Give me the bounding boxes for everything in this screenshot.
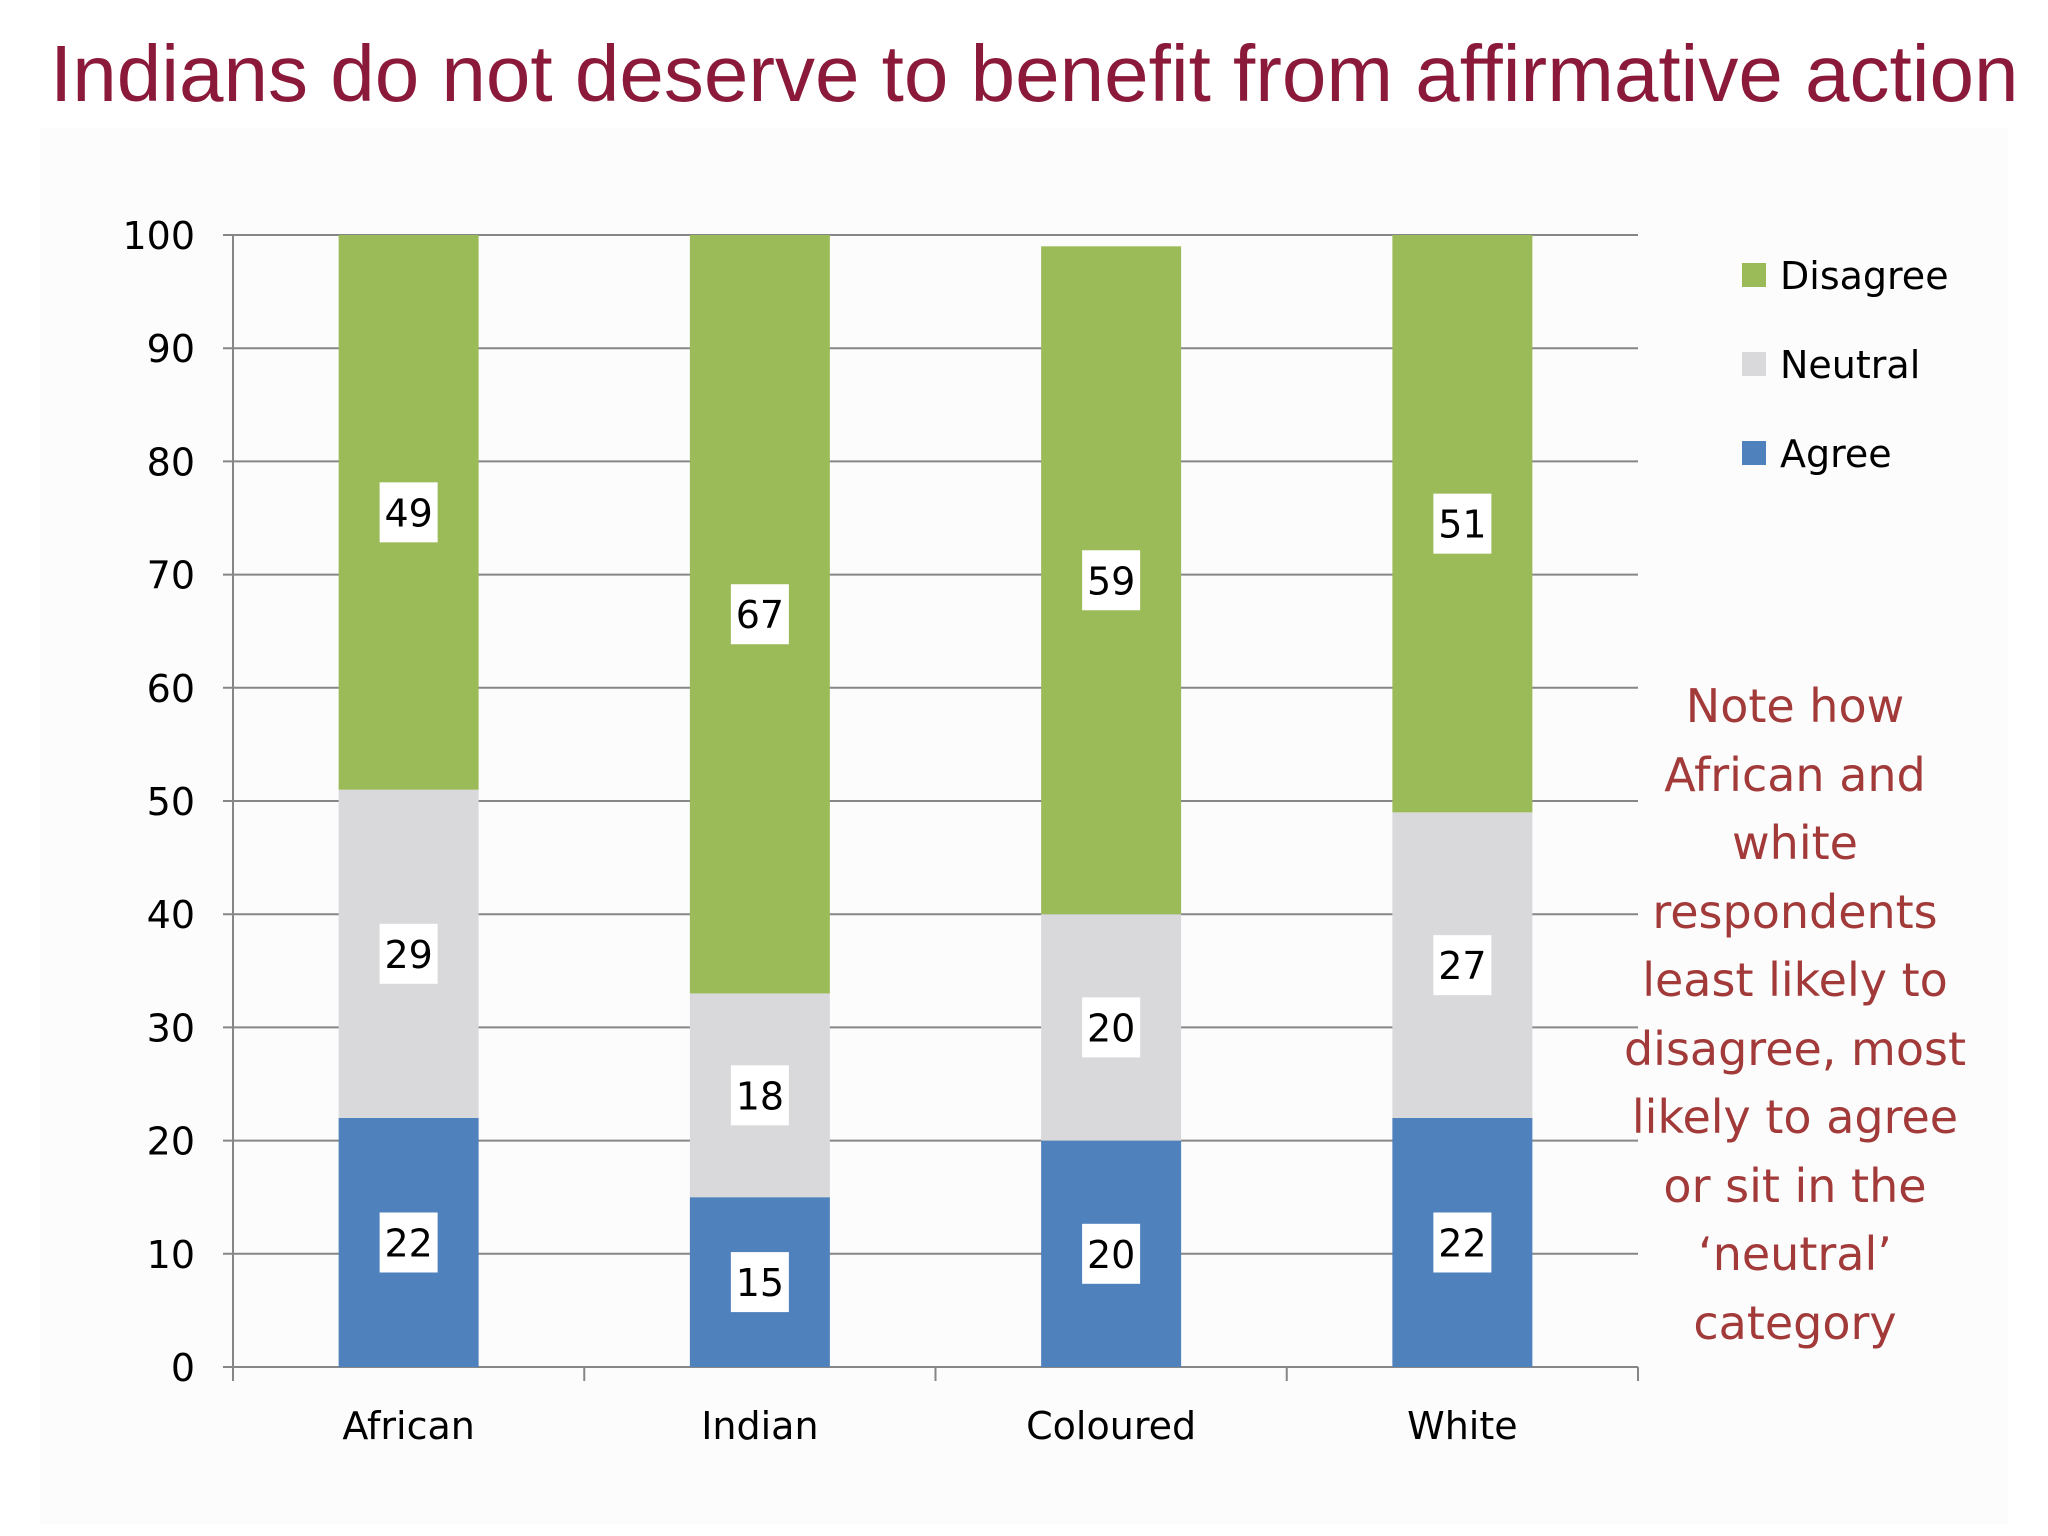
y-tick-label-60: 60 bbox=[147, 667, 195, 711]
data-label-box-african-agree bbox=[379, 1212, 438, 1273]
x-tick-label-african: African bbox=[342, 1404, 474, 1448]
data-label-coloured-disagree: 59 bbox=[1087, 559, 1135, 603]
data-label-box-white-agree bbox=[1433, 1212, 1492, 1273]
data-label-indian-neutral: 18 bbox=[736, 1074, 784, 1118]
data-label-indian-disagree: 67 bbox=[736, 593, 784, 637]
y-tick-label-100: 100 bbox=[122, 214, 195, 258]
y-tick-label-20: 20 bbox=[147, 1120, 195, 1164]
y-tick-label-0: 0 bbox=[171, 1346, 195, 1390]
y-tick-label-10: 10 bbox=[147, 1233, 195, 1277]
legend-label-agree: Agree bbox=[1780, 432, 1892, 476]
data-label-african-disagree: 49 bbox=[384, 491, 432, 535]
data-label-african-agree: 22 bbox=[384, 1221, 432, 1265]
data-label-box-coloured-disagree bbox=[1082, 550, 1141, 611]
x-tick-label-indian: Indian bbox=[701, 1404, 818, 1448]
data-label-african-neutral: 29 bbox=[384, 933, 432, 977]
data-label-box-white-neutral bbox=[1433, 935, 1492, 996]
data-label-white-neutral: 27 bbox=[1438, 944, 1486, 988]
data-label-white-agree: 22 bbox=[1438, 1221, 1486, 1265]
x-tick-label-white: White bbox=[1407, 1404, 1518, 1448]
data-label-box-indian-agree bbox=[730, 1252, 789, 1313]
legend-label-neutral: Neutral bbox=[1780, 343, 1920, 387]
data-label-box-indian-disagree bbox=[730, 584, 789, 645]
data-label-box-indian-neutral bbox=[730, 1065, 789, 1126]
data-label-coloured-neutral: 20 bbox=[1087, 1006, 1135, 1050]
legend-label-disagree: Disagree bbox=[1780, 254, 1949, 298]
data-label-box-african-disagree bbox=[379, 482, 438, 543]
data-label-box-coloured-neutral bbox=[1082, 997, 1141, 1058]
data-label-indian-agree: 15 bbox=[736, 1261, 784, 1305]
data-label-coloured-agree: 20 bbox=[1087, 1233, 1135, 1277]
y-tick-label-90: 90 bbox=[147, 327, 195, 371]
y-tick-label-70: 70 bbox=[147, 554, 195, 598]
y-tick-label-80: 80 bbox=[147, 440, 195, 484]
legend-swatch-disagree bbox=[1742, 263, 1766, 287]
y-tick-label-40: 40 bbox=[147, 893, 195, 937]
legend-swatch-agree bbox=[1742, 441, 1766, 465]
y-tick-label-50: 50 bbox=[147, 780, 195, 824]
data-label-box-coloured-agree bbox=[1082, 1223, 1141, 1284]
data-label-box-white-disagree bbox=[1433, 493, 1492, 554]
slide-title: Indians do not deserve to benefit from a… bbox=[50, 29, 2019, 118]
legend-swatch-neutral bbox=[1742, 352, 1766, 376]
x-tick-label-coloured: Coloured bbox=[1026, 1404, 1196, 1448]
y-tick-label-30: 30 bbox=[147, 1006, 195, 1050]
data-label-white-disagree: 51 bbox=[1438, 503, 1486, 547]
data-label-box-african-neutral bbox=[379, 923, 438, 984]
annotation-note: Note how African and white respondents l… bbox=[1623, 679, 1967, 1350]
